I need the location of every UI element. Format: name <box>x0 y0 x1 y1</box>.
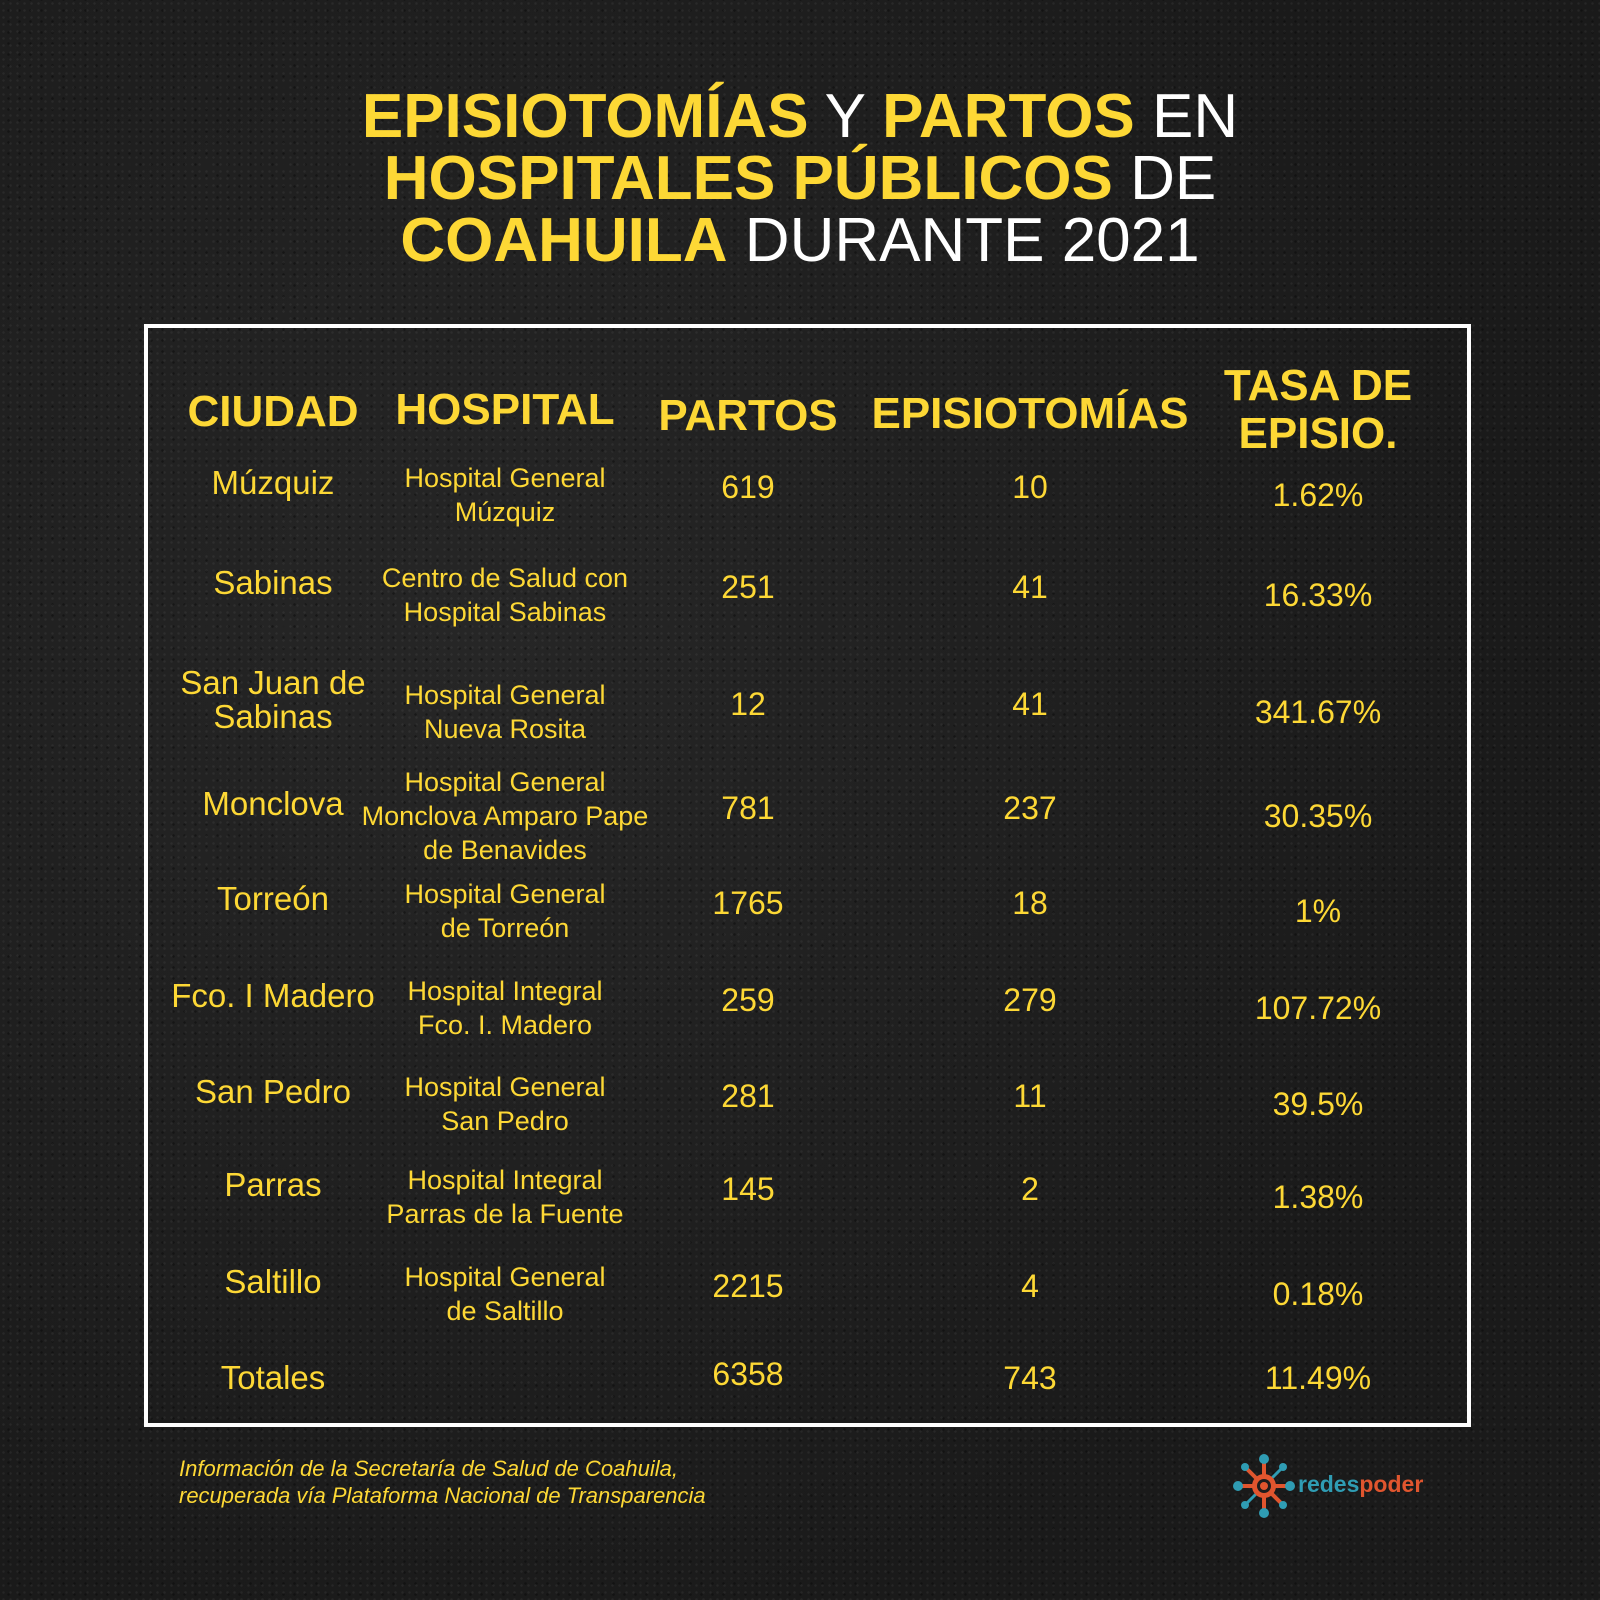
cell-episiotomias: 18 <box>1012 885 1048 921</box>
cell-partos: 619 <box>721 469 775 505</box>
brand-wordmark: redespoder <box>1298 1471 1423 1498</box>
cell-partos: 12 <box>730 686 766 722</box>
cell-tasa: 0.18% <box>1272 1276 1364 1312</box>
cell-ciudad: Múzquiz <box>211 464 335 501</box>
cell-hospital-line: Hospital Integral <box>407 976 603 1006</box>
cell-episiotomias: 279 <box>1003 982 1057 1018</box>
source-note-line-2: recuperada vía Plataforma Nacional de Tr… <box>179 1483 706 1508</box>
cell-episiotomias: 10 <box>1012 469 1048 505</box>
cell-hospital: Centro de Salud con Hospital Sabinas <box>382 561 628 629</box>
totals-partos: 6358 <box>712 1356 784 1392</box>
cell-hospital-line: Hospital Integral <box>407 1165 603 1195</box>
title-line-3: COAHUILA DURANTE 2021 <box>0 210 1600 272</box>
cell-hospital-line: de Benavides <box>423 835 587 865</box>
cell-hospital-line: de Torreón <box>440 913 570 943</box>
title-line-1: EPISIOTOMÍAS Y PARTOS EN <box>0 86 1600 148</box>
cell-hospital-line: Hospital General <box>404 1072 606 1102</box>
cell-tasa: 16.33% <box>1263 577 1373 613</box>
header-ciudad: CIUDAD <box>187 387 359 436</box>
cell-episiotomias: 2 <box>1021 1171 1039 1207</box>
cell-hospital-line: San Pedro <box>441 1106 569 1136</box>
cell-hospital-line: Hospital General <box>404 680 606 710</box>
title-segment: DURANTE 2021 <box>727 206 1200 275</box>
source-note: Información de la Secretaría de Salud de… <box>179 1455 706 1509</box>
source-note-line-1: Información de la Secretaría de Salud de… <box>179 1456 678 1481</box>
cell-tasa: 1.62% <box>1272 477 1364 513</box>
title-segment: HOSPITALES PÚBLICOS <box>383 144 1113 213</box>
page-title: EPISIOTOMÍAS Y PARTOS EN HOSPITALES PÚBL… <box>0 86 1600 272</box>
cell-hospital-line: Fco. I. Madero <box>417 1010 593 1040</box>
brand-wordmark-b: poder <box>1359 1471 1424 1497</box>
cell-tasa: 1% <box>1294 893 1342 929</box>
cell-hospital: Hospital General Nueva Rosita <box>404 678 605 746</box>
cell-hospital: Hospital Integral Fco. I. Madero <box>407 974 602 1042</box>
totals-label: Totales <box>220 1359 326 1396</box>
header-episiotomias: EPISIOTOMÍAS <box>871 389 1189 438</box>
cell-partos: 145 <box>721 1171 775 1207</box>
cell-episiotomias: 41 <box>1012 569 1048 605</box>
header-hospital: HOSPITAL <box>395 385 615 434</box>
cell-episiotomias: 237 <box>1003 790 1057 826</box>
header-tasa: TASA DE EPISIO. <box>1223 361 1413 458</box>
cell-hospital-line: Nueva Rosita <box>423 714 587 744</box>
cell-hospital-line: de Saltillo <box>446 1296 564 1326</box>
brand-wordmark-a: redes <box>1298 1471 1360 1497</box>
cell-tasa: 30.35% <box>1263 798 1373 834</box>
header-partos: PARTOS <box>658 391 838 440</box>
cell-hospital: Hospital General de Torreón <box>404 877 605 945</box>
cell-partos: 781 <box>721 790 775 826</box>
title-line-2: HOSPITALES PÚBLICOS DE <box>0 148 1600 210</box>
cell-ciudad: Saltillo <box>224 1263 322 1300</box>
cell-hospital-line: Centro de Salud con <box>381 563 629 593</box>
cell-hospital: Hospital General Monclova Amparo Pape de B… <box>362 765 649 867</box>
cell-hospital-line: Hospital General <box>404 879 606 909</box>
cell-tasa: 1.38% <box>1272 1179 1364 1215</box>
cell-partos: 259 <box>721 982 775 1018</box>
cell-ciudad: Sabinas <box>213 564 333 601</box>
cell-hospital-line: Hospital General <box>404 1262 606 1292</box>
cell-hospital: Hospital General Múzquiz <box>404 461 605 529</box>
cell-tasa: 107.72% <box>1254 990 1382 1026</box>
cell-hospital: Hospital Integral Parras de la Fuente <box>386 1163 623 1231</box>
cell-episiotomias: 4 <box>1021 1268 1039 1304</box>
cell-ciudad: San Juan de Sabinas <box>180 664 366 735</box>
cell-partos: 281 <box>721 1078 775 1114</box>
cell-hospital-line: Hospital Sabinas <box>403 597 607 627</box>
data-table-frame <box>144 324 1471 1427</box>
title-segment: EN <box>1134 82 1239 151</box>
title-segment: Y <box>808 82 883 151</box>
cell-hospital-line: Hospital General <box>404 767 606 797</box>
cell-ciudad: San Pedro <box>195 1073 351 1110</box>
cell-partos: 2215 <box>712 1268 784 1304</box>
totals-tasa: 11.49% <box>1264 1360 1372 1396</box>
cell-ciudad: Torreón <box>217 880 329 917</box>
cell-episiotomias: 11 <box>1013 1078 1047 1114</box>
network-node-icon <box>1233 1454 1295 1518</box>
cell-episiotomias: 41 <box>1012 686 1048 722</box>
cell-hospital: Hospital General de Saltillo <box>404 1260 605 1328</box>
totals-episiotomias: 743 <box>1003 1360 1057 1396</box>
cell-partos: 1765 <box>712 885 784 921</box>
brand-logo: redespoder <box>1232 1451 1432 1521</box>
cell-hospital-line: Hospital General <box>404 463 606 493</box>
cell-partos: 251 <box>721 569 775 605</box>
title-segment: EPISIOTOMÍAS <box>361 82 809 151</box>
cell-hospital-line: Parras de la Fuente <box>386 1199 624 1229</box>
cell-tasa: 341.67% <box>1254 694 1382 730</box>
cell-tasa: 39.5% <box>1272 1086 1364 1122</box>
title-segment: DE <box>1112 144 1217 213</box>
title-segment: COAHUILA <box>400 206 728 275</box>
cell-ciudad: Parras <box>224 1166 322 1203</box>
cell-hospital: Hospital General San Pedro <box>404 1070 605 1138</box>
cell-hospital-line: Múzquiz <box>454 497 556 527</box>
cell-hospital-line: Monclova Amparo Pape <box>361 801 649 831</box>
cell-ciudad: Fco. I Madero <box>171 977 375 1014</box>
cell-ciudad: Monclova <box>202 785 344 822</box>
title-segment: PARTOS <box>882 82 1135 151</box>
